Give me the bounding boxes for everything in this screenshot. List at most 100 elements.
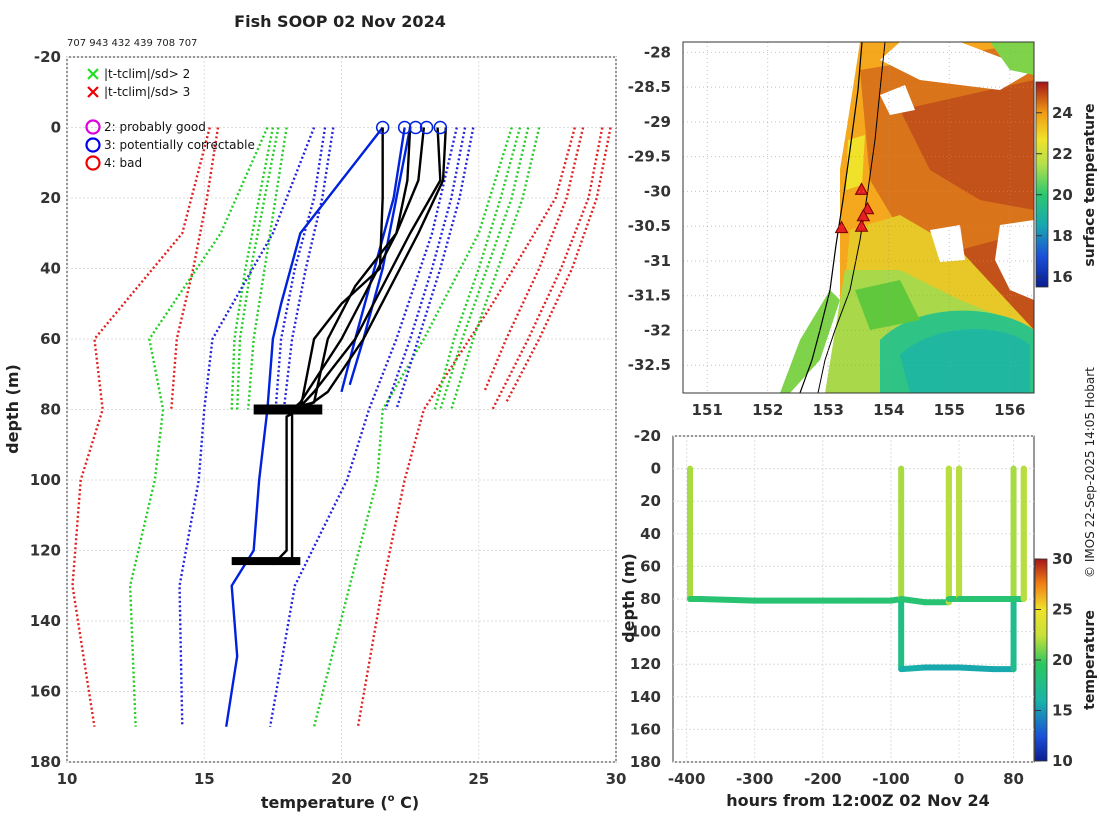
figure-title: Fish SOOP 02 Nov 2024 (234, 12, 446, 31)
observed-profile (302, 127, 448, 411)
time-depth-y-tick: 100 (630, 623, 661, 641)
map-x-tick: 153 (813, 401, 844, 419)
time-depth-y-tick: 180 (630, 753, 661, 771)
time-depth-x-tick: -200 (804, 770, 842, 788)
observed-profile (272, 127, 384, 566)
observed-profile (296, 127, 442, 411)
climatology-line (170, 127, 220, 410)
temperature-colorbar-tick: 15 (1052, 702, 1073, 720)
time-depth-y-tick: 0 (651, 460, 661, 478)
profiles-y-tick: -20 (34, 48, 61, 66)
time-depth-tracks (687, 465, 1027, 673)
map-y-tick: -28.5 (628, 78, 671, 96)
station-triangle (854, 219, 869, 232)
profiles-x-tick: 15 (194, 770, 215, 788)
temperature-colorbar-tick: 30 (1052, 550, 1073, 568)
x-label-unit: C) (395, 793, 420, 812)
time-depth-y-tick: 140 (630, 688, 661, 706)
map-y-tick: -29.5 (628, 148, 671, 166)
time-depth-x-tick: -400 (668, 770, 706, 788)
time-depth-grid (673, 435, 1034, 763)
climatology-lines (71, 127, 612, 728)
profiles-x-tick: 25 (468, 770, 489, 788)
time-depth-y-tick: -20 (634, 427, 661, 445)
climatology-line (505, 127, 612, 404)
climatology-line (384, 127, 467, 410)
sst-colorbar-ticks: 16 18 20 22 24 (1036, 104, 1073, 286)
profiles-x-label: temperature (o C) (261, 793, 419, 812)
observed-profile (290, 127, 426, 562)
climatology-line (235, 127, 280, 410)
sst-colorbar-tick: 18 (1052, 227, 1073, 245)
time-depth-track-segment (898, 664, 929, 673)
climatology-line (395, 127, 475, 410)
time-depth-x-tick: 80 (1003, 770, 1024, 788)
temperature-colorbar-tick: 25 (1052, 601, 1073, 619)
surface-circle (419, 120, 434, 135)
sst-colorbar-tick: 22 (1052, 145, 1073, 163)
observed-profiles (225, 120, 448, 727)
map-tick-labels: 151 152 153 154 155 156 -28 -28.5 -29 -29.5 -30 -30… (628, 43, 1026, 419)
map-y-tick: -30 (644, 182, 671, 200)
time-depth-x-tick: 0 (954, 770, 964, 788)
time-depth-x-tick: -300 (736, 770, 774, 788)
map-axes-box (682, 41, 1035, 394)
sst-colorbar-tick: 16 (1052, 268, 1073, 286)
sst-map-panel: 151 152 153 154 155 156 -28 -28.5 -29 -29.5 -30 -30… (628, 41, 1098, 419)
platform-ids: 707 943 432 439 708 707 (67, 38, 197, 49)
credit-text: © IMOS 22-Sep-2025 14:05 Hobart (1083, 367, 1097, 578)
legend-circle-marker (85, 155, 101, 171)
map-x-tick: 152 (752, 401, 783, 419)
station-markers (834, 182, 875, 234)
profiles-y-tick: 160 (30, 683, 61, 701)
map-y-tick: -31 (644, 252, 671, 270)
time-depth-tick-labels: -400 -300 -200 -100 0 80-20020406080100120140… (630, 427, 1024, 788)
profiles-y-tick: 60 (40, 330, 61, 348)
temperature-colorbar-label: temperature (1082, 610, 1098, 710)
climatology-line (268, 127, 458, 727)
profiles-panel: 10 15 20 25 30 -20 0 20 40 60 80 100 120 140 160 180 |t… (3, 48, 626, 812)
profiles-x-tick: 10 (57, 770, 78, 788)
time-depth-y-tick: 80 (640, 590, 661, 608)
climatology-line (71, 127, 211, 727)
sst-colorbar-tick: 24 (1052, 104, 1073, 122)
map-y-tick: -30.5 (628, 217, 671, 235)
spike-cluster-80m (253, 404, 323, 415)
sst-colorbar-label: surface temperature (1082, 103, 1098, 266)
x-label-main: temperature ( (261, 793, 388, 812)
legend-x-marker (87, 86, 99, 98)
profiles-x-tick: 20 (331, 770, 352, 788)
surface-circle (408, 120, 423, 135)
time-depth-track-segment (898, 596, 929, 606)
map-y-tick: -31.5 (628, 287, 671, 305)
map-y-tick: -29 (644, 113, 671, 131)
time-depth-track-segment (956, 664, 997, 673)
sst-field (683, 42, 1034, 393)
map-y-tick: -28 (644, 43, 671, 61)
legend-label: 2: probably good (104, 120, 206, 134)
legend-label: |t-tclim|/sd> 3 (104, 85, 190, 99)
profiles-y-tick: 140 (30, 612, 61, 630)
time-depth-y-tick: 20 (640, 492, 661, 510)
time-depth-x-label: hours from 12:00Z 02 Nov 24 (726, 791, 989, 810)
climatology-line (274, 127, 327, 410)
map-y-tick: -32 (644, 321, 671, 339)
climatology-line (230, 127, 275, 410)
profiles-y-tick: 100 (30, 471, 61, 489)
climatology-line (356, 127, 576, 727)
map-grid (683, 42, 1034, 393)
temperature-colorbar-tick: 20 (1052, 651, 1073, 669)
time-depth-panel: -400 -300 -200 -100 0 80-20020406080100120140… (619, 427, 1098, 810)
observed-profile (348, 127, 412, 386)
map-y-tick: -32.5 (628, 356, 671, 374)
climatology-line (483, 127, 585, 393)
time-depth-y-tick: 40 (640, 525, 661, 543)
station-triangle (856, 208, 871, 222)
time-depth-x-tick: -100 (872, 770, 910, 788)
spike-cluster-123m (231, 557, 301, 566)
profiles-x-tick: 30 (606, 770, 627, 788)
surface-circle (433, 120, 448, 135)
legend-circle-marker (85, 119, 101, 135)
temperature-colorbar-ticks: 10 15 20 25 30 (1035, 550, 1073, 770)
